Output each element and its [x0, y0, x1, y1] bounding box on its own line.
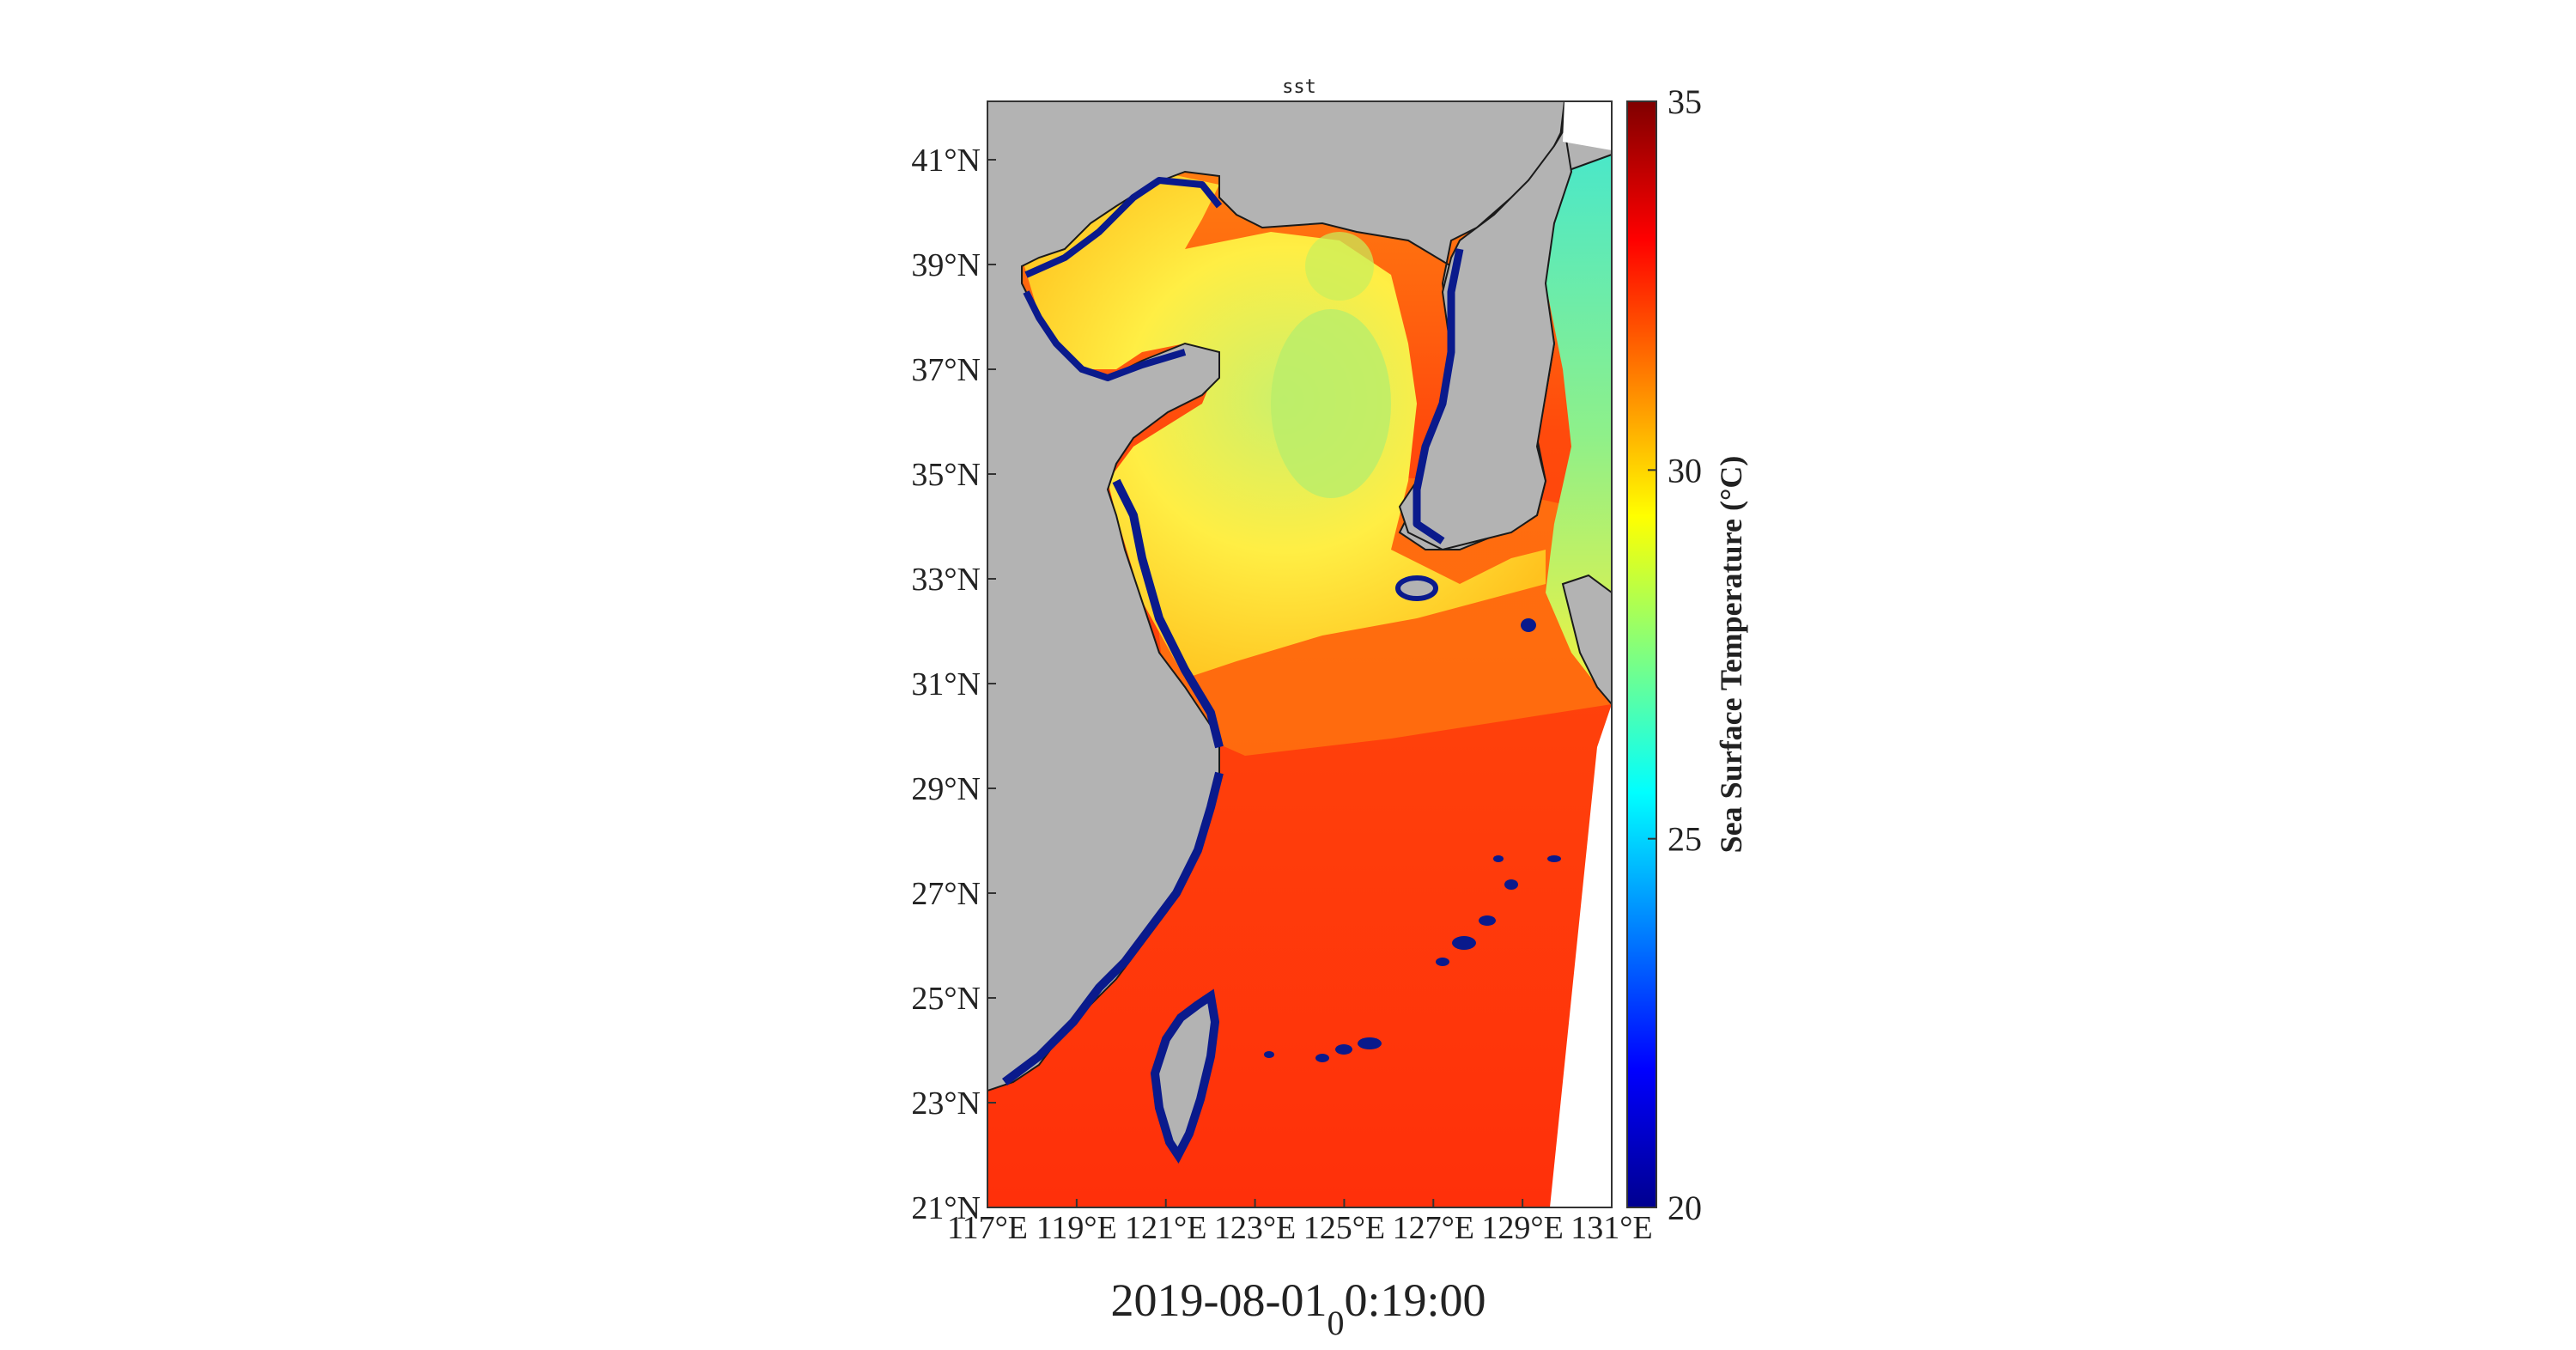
lat-label: 27°N — [911, 876, 981, 912]
lat-axis: 41°N 39°N 37°N 35°N 33°N 31°N 29°N 27°N 25°N 23°N… — [911, 143, 996, 1226]
lat-label: 33°N — [911, 562, 981, 598]
lon-label: 119°E — [1036, 1210, 1117, 1246]
timestamp-subscript: 0 — [1327, 1304, 1344, 1342]
lat-label: 39°N — [911, 247, 981, 283]
east-sea — [1537, 103, 1612, 704]
colorbar-label: Sea Surface Temperature (°C) — [1714, 456, 1748, 854]
land-kyushu — [1561, 574, 1612, 706]
lon-label: 129°E — [1481, 1210, 1563, 1246]
land-taiwan — [1150, 988, 1220, 1164]
lon-axis: 117°E 119°E 121°E 123°E 125°E 127°E 129°E 131°E — [947, 1199, 1653, 1246]
coastal-cold-band-bohai — [1023, 177, 1223, 381]
colorbar — [1626, 100, 1657, 1208]
lon-label: 127°E — [1393, 1210, 1474, 1246]
colorbar-tick-label: 30 — [1668, 451, 1702, 490]
timestamp-date: 2019-08-01 — [1111, 1274, 1327, 1326]
lat-label: 41°N — [911, 143, 981, 179]
lat-label: 37°N — [911, 352, 981, 388]
colorbar-tick-label: 35 — [1668, 82, 1702, 121]
land-jeju — [1395, 575, 1438, 601]
no-data-region — [1550, 704, 1612, 1207]
timestamp: 2019-08-0100:19:00 — [1111, 1274, 1486, 1342]
small-islands — [1264, 618, 1561, 1062]
coastal-cold-band-korea — [1413, 248, 1464, 544]
lon-label: 117°E — [947, 1210, 1028, 1246]
lat-label: 21°N — [911, 1190, 981, 1226]
colorbar-ticks: 35 30 25 20 — [1648, 82, 1702, 1227]
lat-label: 23°N — [911, 1085, 981, 1122]
lon-label: 125°E — [1303, 1210, 1385, 1246]
yellow-sea-cool-core-2 — [1305, 232, 1374, 301]
plot-frame — [987, 100, 1613, 1208]
no-data-top — [1563, 101, 1612, 150]
colorbar-tick-label: 25 — [1668, 820, 1702, 859]
yellow-sea-cool-core — [1271, 309, 1391, 498]
timestamp-time: 0:19:00 — [1344, 1274, 1485, 1326]
map-plot — [987, 101, 1612, 1207]
plot-title: sst — [1282, 76, 1316, 98]
lon-label: 121°E — [1125, 1210, 1206, 1246]
colorbar-tick-label: 20 — [1668, 1189, 1702, 1227]
lat-label: 25°N — [911, 981, 981, 1017]
lat-label: 31°N — [911, 666, 981, 702]
coastal-cold-band — [1002, 478, 1224, 1085]
lon-label: 131°E — [1571, 1210, 1652, 1246]
lat-label: 29°N — [911, 771, 981, 807]
lat-label: 35°N — [911, 457, 981, 493]
lon-label: 123°E — [1214, 1210, 1296, 1246]
